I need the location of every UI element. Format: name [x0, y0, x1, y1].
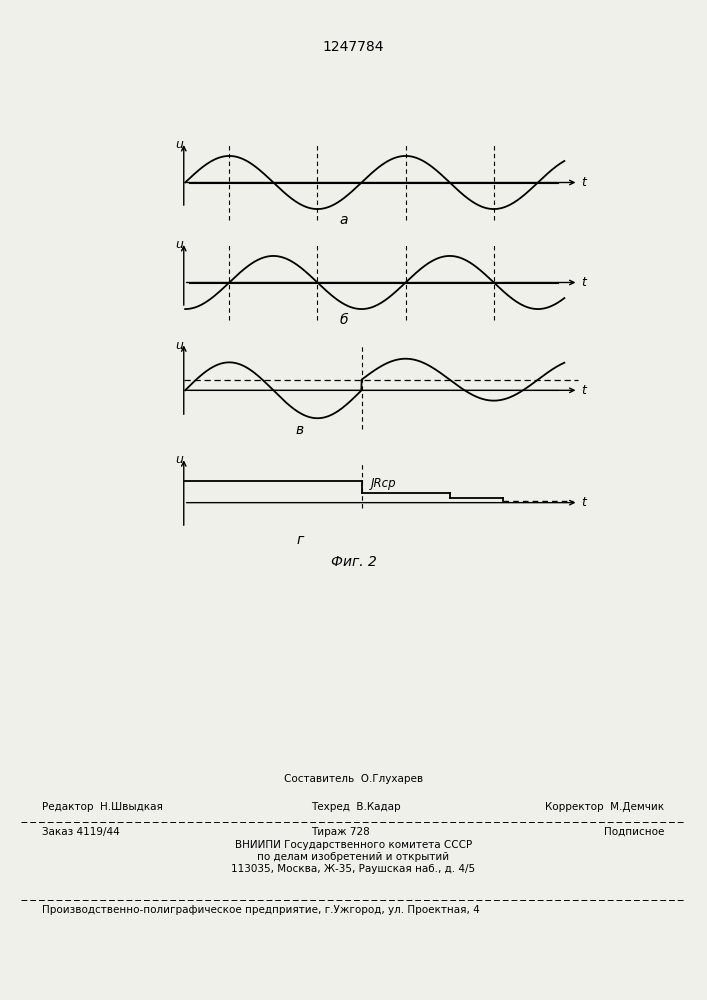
Text: а: а: [339, 213, 348, 227]
Text: Фиг. 2: Фиг. 2: [331, 555, 376, 569]
Text: Тираж 728: Тираж 728: [311, 827, 370, 837]
Text: u: u: [175, 339, 183, 352]
Text: u: u: [175, 453, 183, 466]
Text: ВНИИПИ Государственного комитета СССР: ВНИИПИ Государственного комитета СССР: [235, 840, 472, 850]
Text: Корректор  М.Демчик: Корректор М.Демчик: [546, 802, 665, 812]
Text: JRср: JRср: [371, 477, 397, 490]
Text: Редактор  Н.Швыдкая: Редактор Н.Швыдкая: [42, 802, 163, 812]
Text: по делам изобретений и открытий: по делам изобретений и открытий: [257, 852, 450, 862]
Text: t: t: [581, 384, 586, 397]
Text: 1247784: 1247784: [323, 40, 384, 54]
Text: t: t: [581, 176, 586, 189]
Text: u: u: [175, 238, 183, 251]
Text: 113035, Москва, Ж-35, Раушская наб., д. 4/5: 113035, Москва, Ж-35, Раушская наб., д. …: [231, 864, 476, 874]
Text: t: t: [581, 276, 586, 289]
Text: Заказ 4119/44: Заказ 4119/44: [42, 827, 120, 837]
Text: Подписное: Подписное: [604, 827, 665, 837]
Text: б: б: [339, 313, 348, 327]
Text: t: t: [581, 496, 586, 509]
Text: Производственно-полиграфическое предприятие, г.Ужгород, ул. Проектная, 4: Производственно-полиграфическое предприя…: [42, 905, 480, 915]
Text: Составитель  О.Глухарев: Составитель О.Глухарев: [284, 774, 423, 784]
Text: Техред  В.Кадар: Техред В.Кадар: [311, 802, 401, 812]
Text: г: г: [296, 533, 303, 547]
Text: u: u: [175, 138, 183, 151]
Text: в: в: [296, 423, 304, 437]
